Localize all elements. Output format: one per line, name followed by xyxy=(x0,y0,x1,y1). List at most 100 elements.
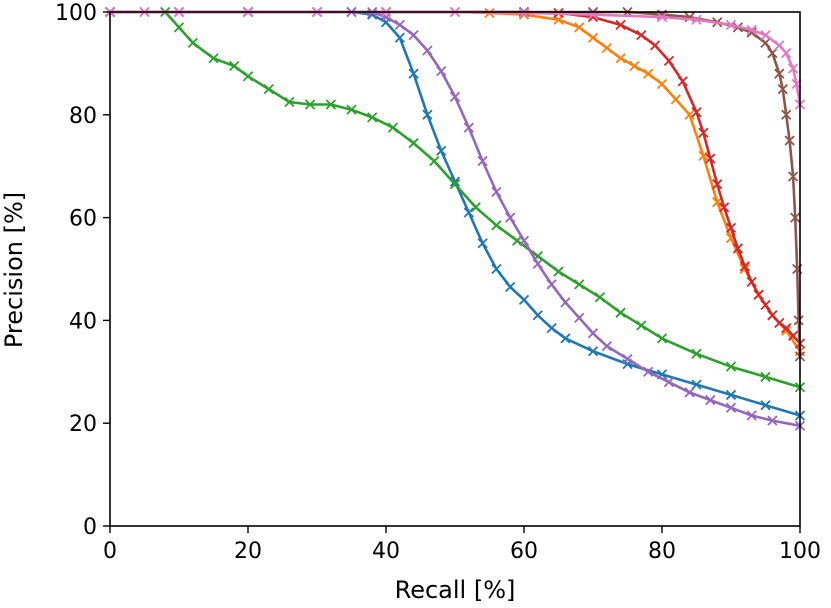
data-point-marker xyxy=(387,122,399,133)
y-tick-label: 0 xyxy=(83,515,97,540)
data-point-marker xyxy=(546,279,557,290)
data-point-marker xyxy=(636,320,647,331)
plot-frame xyxy=(109,11,801,527)
data-point-marker xyxy=(684,387,695,398)
data-point-marker xyxy=(449,179,461,190)
data-point-marker xyxy=(774,317,785,329)
data-point-marker xyxy=(774,68,785,79)
data-point-marker xyxy=(760,37,771,48)
data-point-marker xyxy=(574,279,585,290)
data-point-marker xyxy=(242,71,254,82)
data-point-marker xyxy=(173,22,185,33)
data-point-marker xyxy=(394,32,405,43)
data-point-marker xyxy=(346,104,357,115)
x-axis-label: Recall [%] xyxy=(395,576,516,604)
x-tick-label: 80 xyxy=(648,539,676,564)
data-point-marker xyxy=(187,37,198,48)
data-point-marker xyxy=(615,307,626,318)
data-point-marker xyxy=(546,322,557,334)
data-point-marker xyxy=(615,53,626,64)
data-point-marker xyxy=(505,212,516,223)
data-point-marker xyxy=(284,96,295,108)
data-point-marker xyxy=(304,99,316,110)
data-point-marker xyxy=(615,19,626,30)
series-line xyxy=(108,10,802,389)
data-point-marker xyxy=(560,297,571,308)
data-point-marker xyxy=(408,68,419,79)
data-point-marker xyxy=(643,68,654,79)
data-point-marker xyxy=(684,109,695,120)
data-point-marker xyxy=(587,346,599,357)
data-point-marker xyxy=(677,76,688,87)
series-7 xyxy=(104,6,806,110)
data-point-marker xyxy=(629,60,640,72)
data-point-marker xyxy=(760,371,771,383)
data-point-marker xyxy=(449,91,461,102)
data-point-marker xyxy=(725,361,737,372)
data-point-marker xyxy=(656,12,668,23)
data-point-marker xyxy=(698,127,709,138)
data-point-marker xyxy=(449,176,461,187)
data-point-marker xyxy=(436,145,447,156)
data-point-marker xyxy=(263,83,274,95)
data-point-marker xyxy=(587,328,599,339)
data-point-marker xyxy=(491,186,502,198)
data-point-marker xyxy=(718,202,730,213)
data-point-marker xyxy=(777,83,788,95)
data-point-marker xyxy=(505,281,516,293)
data-point-marker xyxy=(518,294,530,305)
x-tick-label: 0 xyxy=(103,539,117,564)
data-point-marker xyxy=(532,310,543,321)
data-point-marker xyxy=(781,47,792,59)
data-point-marker xyxy=(518,7,530,19)
data-point-marker xyxy=(691,107,702,118)
data-point-marker xyxy=(781,109,792,120)
data-point-marker xyxy=(663,376,675,388)
data-point-marker xyxy=(601,42,612,54)
x-tick-label: 40 xyxy=(372,539,400,564)
data-point-marker xyxy=(725,402,737,413)
data-point-marker xyxy=(518,235,530,246)
data-point-marker xyxy=(477,238,488,249)
data-point-marker xyxy=(663,55,675,66)
y-tick-label: 60 xyxy=(69,207,97,232)
data-point-marker xyxy=(408,29,419,41)
y-tick-label: 80 xyxy=(69,104,97,129)
data-point-marker xyxy=(587,32,599,43)
data-point-marker xyxy=(574,22,585,33)
data-point-marker xyxy=(532,258,543,269)
data-point-marker xyxy=(229,60,240,72)
data-point-marker xyxy=(656,78,668,90)
series-line xyxy=(108,10,802,345)
data-point-marker xyxy=(394,19,405,30)
data-point-marker xyxy=(784,135,795,146)
series-5 xyxy=(104,6,806,431)
data-point-marker xyxy=(739,261,750,272)
data-point-marker xyxy=(746,410,757,421)
data-point-marker xyxy=(574,312,585,323)
data-point-marker xyxy=(422,109,433,120)
data-point-marker xyxy=(793,315,804,326)
data-point-marker xyxy=(325,99,336,110)
y-tick-label: 20 xyxy=(69,412,97,437)
data-point-marker xyxy=(732,243,744,254)
data-point-marker xyxy=(753,289,764,300)
data-point-marker xyxy=(787,171,799,182)
data-point-marker xyxy=(705,153,716,164)
data-point-marker xyxy=(477,155,488,167)
data-point-marker xyxy=(698,150,709,162)
y-tick-label: 100 xyxy=(55,1,97,26)
data-point-marker xyxy=(746,276,757,287)
y-axis-label: Precision [%] xyxy=(0,192,28,348)
data-point-marker xyxy=(636,29,647,41)
data-point-marker xyxy=(725,389,737,401)
data-point-marker xyxy=(760,29,771,41)
data-point-marker xyxy=(594,292,606,303)
data-point-marker xyxy=(429,155,440,167)
data-point-marker xyxy=(790,212,801,223)
series-4 xyxy=(104,6,806,349)
data-point-marker xyxy=(601,340,612,352)
data-point-marker xyxy=(712,179,723,190)
series-3 xyxy=(104,6,806,393)
